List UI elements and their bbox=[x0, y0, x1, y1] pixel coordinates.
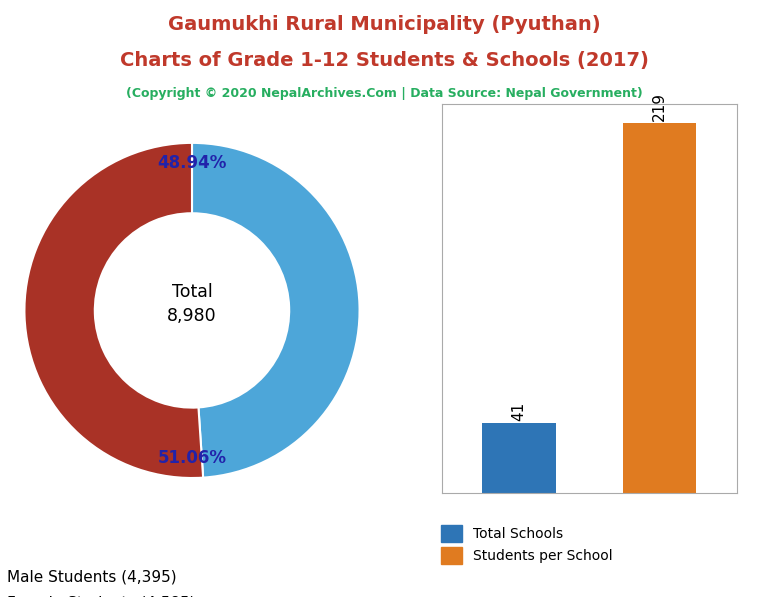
Wedge shape bbox=[25, 143, 203, 478]
Text: Total
8,980: Total 8,980 bbox=[167, 283, 217, 325]
Text: Charts of Grade 1-12 Students & Schools (2017): Charts of Grade 1-12 Students & Schools … bbox=[120, 51, 648, 70]
Text: (Copyright © 2020 NepalArchives.Com | Data Source: Nepal Government): (Copyright © 2020 NepalArchives.Com | Da… bbox=[126, 87, 642, 100]
Text: Gaumukhi Rural Municipality (Pyuthan): Gaumukhi Rural Municipality (Pyuthan) bbox=[167, 15, 601, 34]
Bar bbox=[623, 123, 697, 493]
Legend: Total Schools, Students per School: Total Schools, Students per School bbox=[434, 518, 619, 571]
Legend: Male Students (4,395), Female Students (4,585): Male Students (4,395), Female Students (… bbox=[0, 559, 204, 597]
Text: 219: 219 bbox=[652, 91, 667, 121]
Wedge shape bbox=[192, 143, 359, 478]
Text: 41: 41 bbox=[511, 402, 527, 421]
Text: 51.06%: 51.06% bbox=[157, 449, 227, 467]
Text: 48.94%: 48.94% bbox=[157, 154, 227, 172]
Bar bbox=[482, 423, 555, 493]
